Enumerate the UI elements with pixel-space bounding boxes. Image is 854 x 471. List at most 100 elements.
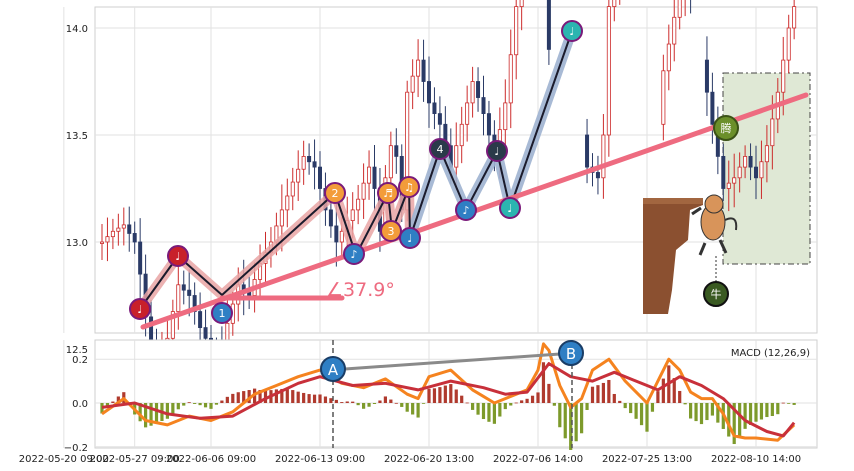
macd-bar (465, 402, 469, 404)
candle-body (176, 284, 181, 312)
macd-bar (563, 403, 567, 439)
macd-bar (111, 401, 115, 403)
macd-bar (416, 403, 420, 418)
stamp-label: 腾 (721, 121, 732, 135)
candle-body (672, 16, 677, 45)
macd-bar (601, 382, 605, 403)
x-tick-label: 2022-08-10 14:00 (711, 454, 801, 465)
macd-bar (634, 403, 638, 419)
candle-body (339, 230, 344, 243)
macd-bar (405, 403, 409, 412)
wave-badge-label: ♪ (350, 248, 357, 261)
candle-body (454, 145, 459, 168)
macd-bar (694, 403, 698, 422)
macd-bar (683, 403, 687, 405)
candle-body (459, 123, 464, 147)
macd-bar (770, 403, 774, 416)
candle-body (203, 327, 208, 339)
price-tick-label: 12.5 (66, 345, 88, 356)
wave-badge-label: ♩ (569, 25, 574, 38)
x-tick-label: 2022-05-20 09:00 (19, 454, 109, 465)
macd-panel: 0.2 0.0 −0.2 MACD (12,26,9) A B (63, 339, 818, 454)
cliff-illustration (643, 198, 703, 314)
candle-body (198, 311, 203, 328)
macd-bar (329, 398, 333, 403)
candle-body (465, 102, 470, 125)
macd-bar (765, 403, 769, 418)
macd-bar (356, 403, 360, 406)
macd-bar (525, 398, 529, 403)
macd-bar (443, 385, 447, 403)
macd-bar (209, 403, 213, 409)
candle-body (470, 81, 475, 104)
macd-tick-label: −0.2 (64, 443, 88, 454)
candle-body (781, 59, 786, 93)
macd-bar (258, 389, 262, 403)
wave-badge-label: 3 (388, 225, 395, 238)
candle-body (432, 102, 437, 115)
candle-body (514, 6, 519, 56)
candle-body (367, 166, 372, 184)
candle-body (285, 195, 290, 211)
wave-badges: ♩ ♩ 1 2 ♪ ♬ ♫ 3 ♩ 4 ♪ ♩ ♩ ♩ (129, 20, 583, 324)
wave-badge-label: 1 (219, 307, 226, 320)
macd-bar (541, 362, 546, 403)
candle-body (661, 70, 666, 125)
wave-badge-label: ♩ (137, 303, 142, 316)
macd-bar (727, 403, 731, 437)
macd-bar (678, 390, 682, 403)
macd-bar (520, 400, 524, 403)
candle-body (786, 27, 791, 61)
stamp-badge: 腾 (713, 115, 739, 141)
candle-body (410, 75, 415, 93)
macd-bar (171, 403, 175, 414)
macd-bar (138, 403, 142, 422)
macd-bar (623, 403, 627, 409)
candle-body (546, 0, 551, 50)
price-tick-label: 14.0 (66, 24, 88, 35)
candle-body (394, 145, 399, 157)
wave-badge: ♩ (561, 20, 583, 42)
macd-bar (323, 396, 328, 403)
macd-bar (738, 403, 742, 437)
wave-badge-label: ♩ (507, 202, 512, 215)
candle-body (710, 91, 715, 125)
macd-bar (672, 378, 676, 403)
macd-bar (236, 392, 240, 403)
wave-badge: 1 (211, 302, 233, 324)
macd-bar (607, 379, 611, 403)
macd-bar (580, 403, 584, 434)
macd-bar (378, 400, 382, 403)
candle-body (290, 181, 295, 197)
macd-bar (280, 388, 284, 403)
macd-bar (558, 403, 562, 428)
candle-body (743, 155, 748, 168)
price-tick-label: 13.0 (66, 238, 88, 249)
candle-body (170, 311, 175, 339)
wave-badge: ♬ (377, 182, 399, 204)
macd-bar (492, 403, 496, 424)
macd-bar (787, 403, 791, 404)
macd-bar (498, 403, 502, 417)
macd-bar (263, 390, 268, 403)
price-y-axis: 12.513.013.514.014.515.0 (66, 24, 88, 356)
macd-bar (203, 403, 208, 408)
wave-badge: 2 (324, 182, 346, 204)
wave-badge: ♩ (499, 197, 521, 219)
macd-title: MACD (12,26,9) (731, 348, 810, 359)
macd-bar (781, 402, 785, 404)
candle-body (508, 54, 513, 104)
candle-body (426, 81, 431, 104)
macd-bar (427, 388, 431, 403)
pendant-badge: 牛 (703, 281, 729, 307)
macd-bar (351, 401, 355, 403)
macd-bar (650, 403, 655, 412)
candle-body (350, 209, 355, 221)
wave-badge: ♩ (486, 140, 508, 162)
candle-body (503, 102, 508, 131)
candle-body (519, 0, 524, 8)
macd-bar (476, 403, 480, 415)
candle-body (481, 97, 486, 115)
wave-badge-label: ♪ (462, 204, 469, 217)
